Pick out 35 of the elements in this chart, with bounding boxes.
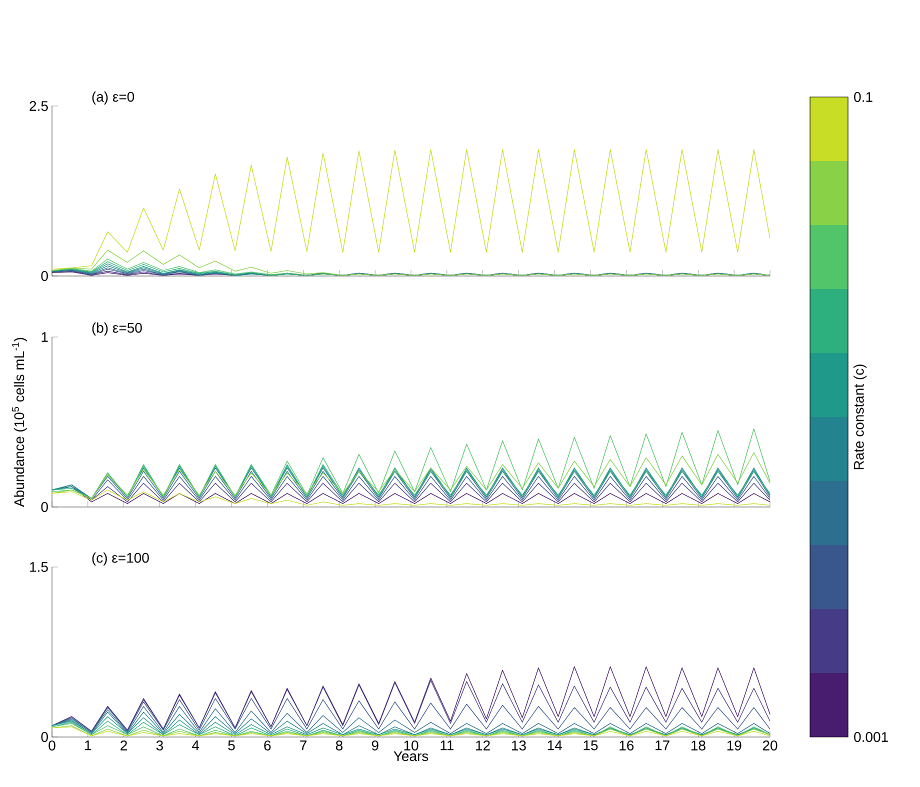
color-bar-title: Rate constant (c) — [854, 364, 867, 470]
x-tick-label: 14 — [548, 740, 562, 750]
x-tick-label: 17 — [656, 740, 670, 750]
x-tick-label: 6 — [264, 740, 271, 750]
y-tick-label: 2.5 — [30, 101, 48, 111]
x-tick-label: 2 — [120, 740, 127, 750]
y-tick-label: 0 — [41, 732, 48, 742]
y-tick-label: 0 — [41, 271, 48, 281]
x-tick-label: 16 — [620, 740, 634, 750]
y-tick-label: 1.5 — [30, 562, 48, 572]
chart-title: (a) ε=0 — [92, 91, 134, 105]
chart-title: (c) ε=100 — [92, 552, 149, 566]
x-tick-label: 3 — [156, 740, 163, 750]
x-tick-label: 10 — [404, 740, 418, 750]
x-tick-label: 4 — [192, 740, 200, 750]
x-tick-label: 15 — [584, 740, 598, 750]
color-bar-label: 0.001 — [854, 732, 888, 742]
x-axis-title: Years — [394, 751, 428, 762]
y-tick-label: 1 — [42, 332, 48, 342]
x-tick-label: 8 — [336, 740, 342, 750]
color-bar-label: 0.1 — [854, 92, 872, 102]
x-tick-label: 1 — [85, 740, 92, 750]
x-tick-label: 13 — [512, 740, 526, 750]
x-tick-label: 18 — [691, 740, 706, 750]
y-axis-title: Abundance (10$^{5}$ cells mL$^{-1}$) — [12, 338, 27, 507]
x-tick-label: 9 — [372, 740, 378, 750]
x-tick-label: 12 — [476, 740, 490, 750]
x-tick-label: 7 — [300, 740, 306, 750]
x-tick-label: 0 — [48, 740, 56, 750]
x-tick-label: 19 — [727, 740, 742, 750]
x-tick-label: 11 — [440, 740, 454, 750]
x-tick-label: 5 — [228, 740, 235, 750]
chart-title: (b) ε=50 — [92, 322, 142, 336]
x-tick-label: 20 — [762, 740, 778, 750]
y-tick-label: 0 — [41, 502, 48, 512]
